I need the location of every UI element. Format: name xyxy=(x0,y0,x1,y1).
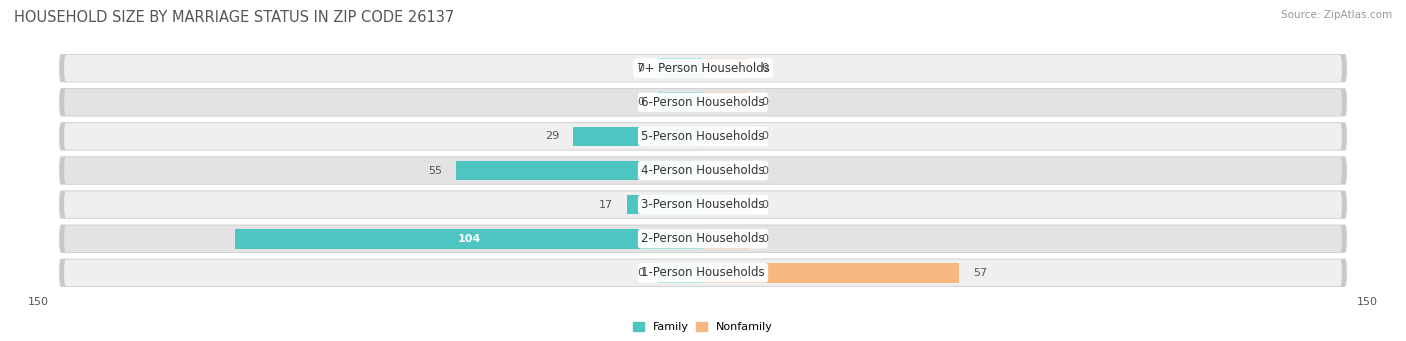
Text: 0: 0 xyxy=(762,63,769,73)
FancyBboxPatch shape xyxy=(59,225,1347,252)
Text: 0: 0 xyxy=(762,199,769,210)
Text: 0: 0 xyxy=(637,63,644,73)
FancyBboxPatch shape xyxy=(65,260,1341,286)
Text: 0: 0 xyxy=(762,131,769,142)
FancyBboxPatch shape xyxy=(65,225,1341,252)
Text: 17: 17 xyxy=(599,199,613,210)
Bar xyxy=(703,229,748,249)
Bar xyxy=(627,195,703,214)
Text: 150: 150 xyxy=(1357,297,1378,307)
Text: 7+ Person Households: 7+ Person Households xyxy=(637,62,769,75)
Bar xyxy=(658,263,703,283)
FancyBboxPatch shape xyxy=(65,55,1341,81)
Bar xyxy=(572,127,703,146)
Text: 1-Person Households: 1-Person Households xyxy=(641,266,765,279)
FancyBboxPatch shape xyxy=(59,191,1347,218)
Text: 55: 55 xyxy=(427,165,441,176)
Text: 0: 0 xyxy=(762,165,769,176)
Legend: Family, Nonfamily: Family, Nonfamily xyxy=(628,318,778,337)
Bar xyxy=(703,92,748,112)
Bar xyxy=(703,127,748,146)
Bar xyxy=(658,92,703,112)
Text: 5-Person Households: 5-Person Households xyxy=(641,130,765,143)
Text: 0: 0 xyxy=(637,97,644,107)
Text: 6-Person Households: 6-Person Households xyxy=(641,96,765,109)
FancyBboxPatch shape xyxy=(59,89,1347,116)
Bar xyxy=(703,263,959,283)
Text: 104: 104 xyxy=(457,234,481,244)
FancyBboxPatch shape xyxy=(65,191,1341,218)
Text: 4-Person Households: 4-Person Households xyxy=(641,164,765,177)
FancyBboxPatch shape xyxy=(59,55,1347,82)
Text: 0: 0 xyxy=(637,268,644,278)
Bar xyxy=(703,195,748,214)
Bar xyxy=(703,58,748,78)
FancyBboxPatch shape xyxy=(59,259,1347,286)
Bar xyxy=(703,161,748,180)
Text: 0: 0 xyxy=(762,97,769,107)
Text: 3-Person Households: 3-Person Households xyxy=(641,198,765,211)
Text: 57: 57 xyxy=(973,268,987,278)
Text: 0: 0 xyxy=(762,234,769,244)
Text: HOUSEHOLD SIZE BY MARRIAGE STATUS IN ZIP CODE 26137: HOUSEHOLD SIZE BY MARRIAGE STATUS IN ZIP… xyxy=(14,10,454,25)
FancyBboxPatch shape xyxy=(65,157,1341,184)
Bar xyxy=(235,229,703,249)
FancyBboxPatch shape xyxy=(65,123,1341,150)
Bar xyxy=(658,58,703,78)
FancyBboxPatch shape xyxy=(59,157,1347,184)
Bar xyxy=(456,161,703,180)
Text: Source: ZipAtlas.com: Source: ZipAtlas.com xyxy=(1281,10,1392,20)
FancyBboxPatch shape xyxy=(59,123,1347,150)
FancyBboxPatch shape xyxy=(65,89,1341,116)
Text: 2-Person Households: 2-Person Households xyxy=(641,232,765,245)
Text: 150: 150 xyxy=(28,297,49,307)
Text: 29: 29 xyxy=(544,131,560,142)
